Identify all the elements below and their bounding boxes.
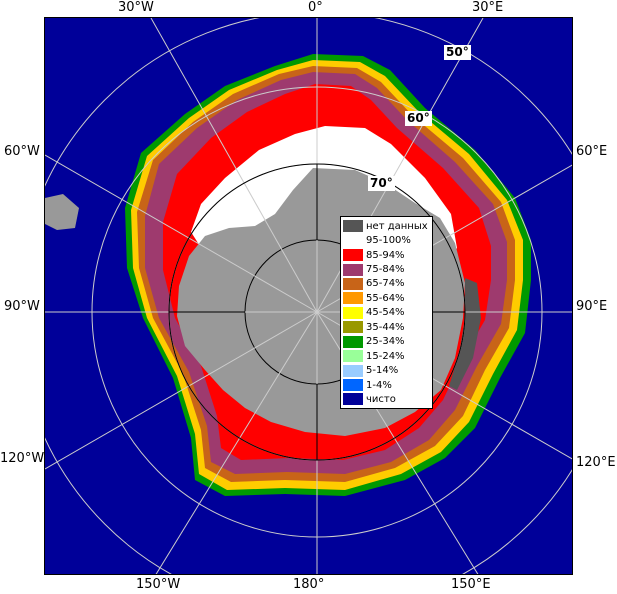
lon-label-bottom-180: 180° (293, 577, 325, 592)
lon-label-right-60e: 60°E (576, 144, 608, 159)
lon-label-bottom-150e: 150°E (451, 577, 491, 592)
legend-item: 45-54% (343, 306, 430, 320)
legend-swatch (343, 306, 363, 319)
lon-label-right-120e: 120°E (576, 455, 616, 470)
lat-label-50: 50° (444, 45, 471, 60)
lon-label-left-90w: 90°W (4, 299, 40, 314)
legend-swatch (343, 335, 363, 348)
legend-swatch (343, 263, 363, 276)
legend-label: 85-94% (366, 249, 405, 261)
legend-item: 85-94% (343, 248, 430, 262)
legend-label: нет данных (366, 220, 428, 232)
legend-item: 5-14% (343, 363, 430, 377)
legend-label: 75-84% (366, 264, 405, 276)
lon-label-right-90e: 90°E (576, 299, 608, 314)
legend-swatch (343, 350, 363, 363)
map-canvas (45, 18, 572, 574)
legend-item: 55-64% (343, 291, 430, 305)
legend-item: нет данных (343, 219, 430, 233)
legend-swatch (343, 292, 363, 305)
legend-label: 15-24% (366, 350, 405, 362)
legend-label: 95-100% (366, 235, 411, 247)
legend-swatch (343, 379, 363, 392)
legend-label: 65-74% (366, 278, 405, 290)
legend-label: 25-34% (366, 336, 405, 348)
lon-label-bottom-150w: 150°W (136, 577, 181, 592)
lon-label-left-60w: 60°W (4, 144, 40, 159)
legend-label: 45-54% (366, 307, 405, 319)
ice-concentration-map (44, 17, 573, 575)
south-america-land (45, 194, 79, 230)
legend-item: 25-34% (343, 335, 430, 349)
legend-swatch (343, 249, 363, 262)
lat-label-60: 60° (405, 111, 432, 126)
legend-swatch (343, 321, 363, 334)
lon-label-left-120w: 120°W (0, 451, 45, 466)
no-data-coast (449, 278, 481, 390)
legend-item: 65-74% (343, 277, 430, 291)
legend-label: 55-64% (366, 292, 405, 304)
legend-item: 1-4% (343, 378, 430, 392)
legend-label: 1-4% (366, 379, 392, 391)
legend-label: 35-44% (366, 321, 405, 333)
lon-label-top-30w: 30°W (118, 0, 154, 15)
legend-item: чисто (343, 392, 430, 406)
legend-label: чисто (366, 393, 396, 405)
legend-swatch (343, 220, 363, 233)
legend-label: 5-14% (366, 365, 399, 377)
legend-swatch (343, 234, 363, 247)
lon-label-top-30e: 30°E (472, 0, 504, 15)
legend-item: 95-100% (343, 233, 430, 247)
concentration-legend: нет данных 95-100% 85-94% 75-84% 65-74% 55-64… (340, 216, 433, 409)
legend-item: 15-24% (343, 349, 430, 363)
lon-label-top-0: 0° (308, 0, 323, 15)
legend-swatch (343, 364, 363, 377)
legend-item: 75-84% (343, 262, 430, 276)
legend-swatch (343, 393, 363, 406)
legend-swatch (343, 277, 363, 290)
lat-label-70: 70° (368, 176, 395, 191)
legend-item: 35-44% (343, 320, 430, 334)
